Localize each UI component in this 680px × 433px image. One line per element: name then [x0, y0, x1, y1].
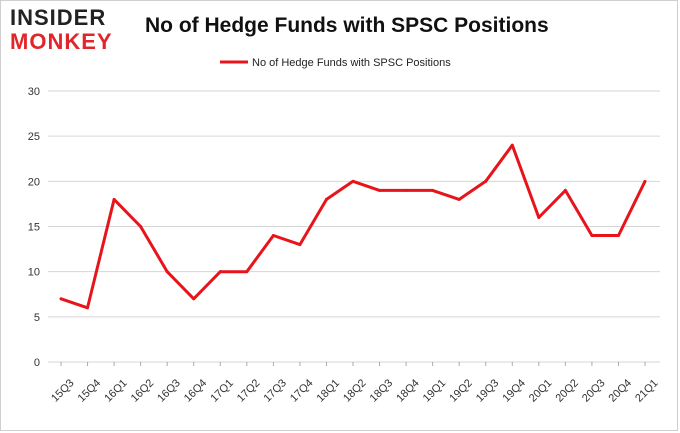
data-point: [324, 197, 328, 201]
data-point: [484, 179, 488, 183]
data-point: [165, 270, 169, 274]
x-tick-label: 19Q3: [474, 377, 502, 405]
x-axis-ticks: 15Q3 15Q4 16Q1 16Q2 16Q3 16Q4 17Q1 17Q2 17Q3 17Q4…: [49, 362, 661, 405]
x-tick-label: 19Q4: [500, 377, 528, 405]
data-point: [431, 188, 435, 192]
data-point: [351, 179, 355, 183]
y-tick-label: 5: [34, 312, 40, 324]
x-tick-label: 18Q2: [341, 377, 369, 405]
x-tick-label: 15Q3: [49, 377, 77, 405]
y-axis-ticks: 0 5 10 15 20 25 30: [28, 86, 40, 369]
data-point: [59, 297, 63, 301]
data-point: [590, 234, 594, 238]
x-tick-label: 18Q4: [394, 377, 422, 405]
x-tick-label: 16Q2: [129, 377, 157, 405]
x-tick-label: 17Q2: [235, 377, 263, 405]
x-tick-label: 19Q1: [421, 377, 449, 405]
data-point: [457, 197, 461, 201]
y-tick-label: 20: [28, 176, 40, 188]
y-tick-label: 15: [28, 222, 40, 234]
series-layer: [59, 143, 647, 310]
data-point: [643, 179, 647, 183]
x-tick-label: 20Q1: [527, 377, 555, 405]
logo-line-1: INSIDER: [10, 5, 107, 30]
x-tick-label: 17Q3: [261, 377, 289, 405]
x-tick-label: 18Q3: [368, 377, 396, 405]
data-point: [378, 188, 382, 192]
x-tick-label: 20Q2: [553, 377, 581, 405]
logo-line-2: MONKEY: [10, 29, 113, 54]
x-tick-label: 18Q1: [315, 377, 343, 405]
x-tick-label: 21Q1: [633, 377, 661, 405]
data-point: [616, 234, 620, 238]
data-point: [112, 197, 116, 201]
x-tick-label: 15Q4: [76, 377, 104, 405]
y-tick-label: 25: [28, 131, 40, 143]
x-tick-label: 16Q1: [102, 377, 130, 405]
x-tick-label: 16Q3: [155, 377, 183, 405]
data-point: [510, 143, 514, 147]
data-point: [86, 306, 90, 310]
x-tick-label: 17Q4: [288, 377, 316, 405]
x-tick-label: 17Q1: [208, 377, 236, 405]
data-point: [218, 270, 222, 274]
y-tick-label: 10: [28, 267, 40, 279]
data-point: [537, 215, 541, 219]
data-point: [298, 243, 302, 247]
y-tick-label: 0: [34, 357, 40, 369]
data-point: [139, 225, 143, 228]
x-tick-label: 20Q4: [607, 377, 635, 405]
data-point: [245, 270, 249, 274]
insider-monkey-logo: INSIDER MONKEY: [10, 6, 130, 56]
data-point: [192, 297, 196, 301]
legend: No of Hedge Funds with SPSC Positions: [220, 57, 451, 69]
data-point: [563, 188, 567, 192]
x-tick-label: 16Q4: [182, 377, 210, 405]
data-point: [404, 188, 408, 192]
x-tick-label: 19Q2: [447, 377, 475, 405]
legend-label: No of Hedge Funds with SPSC Positions: [252, 57, 451, 69]
y-tick-label: 30: [28, 86, 40, 98]
x-tick-label: 20Q3: [580, 377, 608, 405]
data-point: [271, 234, 275, 238]
chart-title: No of Hedge Funds with SPSC Positions: [145, 14, 549, 37]
